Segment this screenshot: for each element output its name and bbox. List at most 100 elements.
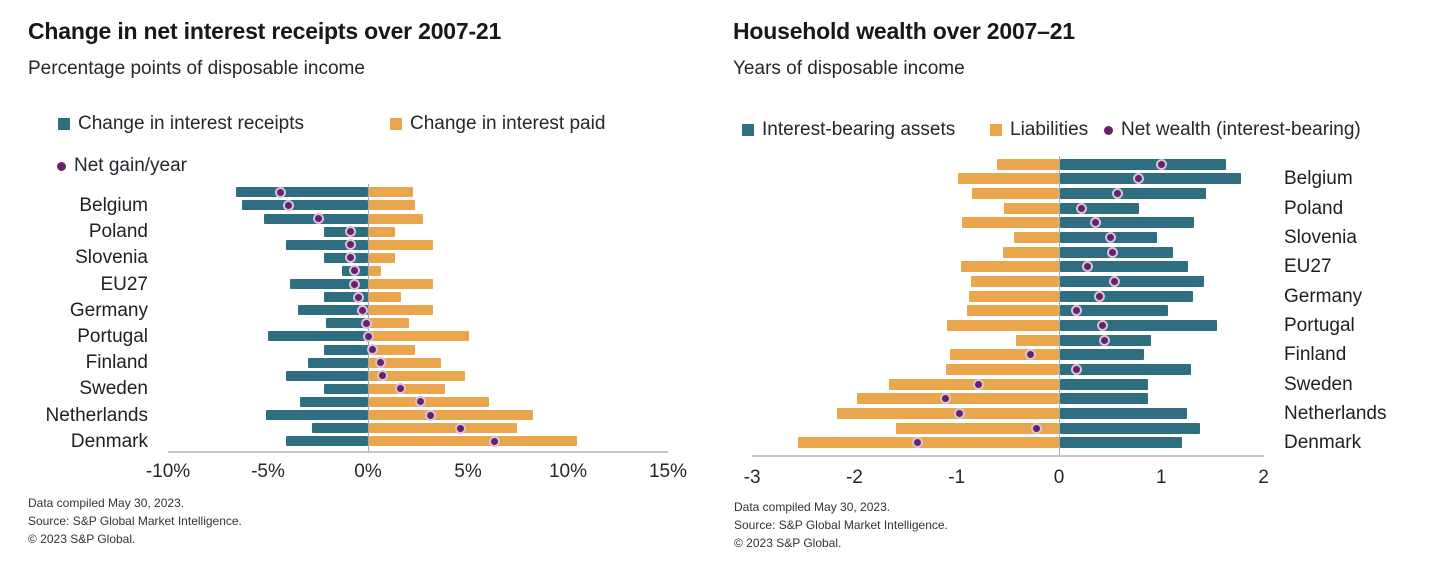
x-tick-label: 1	[1156, 467, 1167, 488]
net-wealth-interest-bearing-dot	[1076, 202, 1087, 214]
interest-bearing-assets-bar	[1060, 349, 1144, 361]
liabilities-bar	[837, 407, 1059, 419]
net-gain-year-dot	[348, 265, 360, 277]
interest-bearing-assets-bar	[1060, 393, 1148, 405]
legend-item-interest-bearing-assets: Interest-bearing assets	[742, 119, 955, 141]
net-wealth-interest-bearing-dot	[1070, 363, 1082, 375]
net-gain-year-dot	[344, 226, 356, 238]
change-in-interest-receipts-bar	[324, 344, 368, 355]
x-tick-label: -3	[743, 467, 761, 488]
footer-line: Source: S&P Global Market Intelligence.	[734, 518, 948, 532]
zero-baseline	[368, 184, 369, 451]
legend-label: Net gain/year	[74, 155, 188, 176]
net-gain-year-dot	[454, 422, 466, 434]
category-label-germany: Germany	[69, 299, 148, 321]
net-wealth-interest-bearing-dot	[1104, 232, 1116, 244]
interest-bearing-assets-bar	[1060, 437, 1182, 449]
change-in-interest-receipts-bar	[236, 187, 368, 198]
change-in-interest-paid-bar	[369, 187, 413, 198]
x-tick-label: 0%	[354, 461, 382, 482]
net-wealth-interest-bearing-dot	[1082, 261, 1094, 273]
legend-item-net-gain-year: Net gain/year	[57, 155, 187, 177]
change-in-interest-receipts-bar	[268, 331, 368, 342]
footer-line: © 2023 S&P Global.	[28, 532, 136, 546]
liabilities-bar	[946, 363, 1059, 375]
liabilities-bar	[798, 437, 1059, 449]
category-label-finland: Finland	[85, 352, 148, 374]
legend-square-icon	[58, 118, 70, 130]
interest-bearing-assets-bar	[1060, 261, 1188, 273]
net-wealth-interest-bearing-dot	[1090, 217, 1102, 229]
net-gain-year-dot	[376, 370, 388, 382]
interest-bearing-assets-bar	[1060, 276, 1205, 287]
footer-line: © 2023 S&P Global.	[734, 536, 842, 550]
legend-label: Interest-bearing assets	[762, 119, 956, 140]
change-in-interest-paid-bar	[369, 213, 423, 224]
legend-item-change-in-interest-paid: Change in interest paid	[390, 113, 605, 135]
net-gain-year-dot	[348, 278, 360, 290]
interest-bearing-assets-bar	[1060, 378, 1148, 390]
legend-label: Change in interest receipts	[78, 113, 305, 134]
net-gain-year-dot	[274, 186, 286, 198]
change-in-interest-paid-bar	[369, 200, 415, 211]
liabilities-bar	[949, 349, 1059, 361]
liabilities-bar	[996, 158, 1059, 170]
net-wealth-interest-bearing-dot	[1106, 246, 1118, 258]
net-gain-year-dot	[488, 435, 500, 447]
liabilities-bar	[1002, 246, 1059, 258]
category-label-netherlands: Netherlands	[45, 404, 148, 426]
net-wealth-interest-bearing-dot	[1108, 276, 1120, 287]
category-label-poland: Poland	[1284, 197, 1344, 219]
change-in-interest-paid-bar	[369, 331, 469, 342]
net-gain-year-dot	[394, 383, 406, 395]
change-in-interest-paid-bar	[369, 318, 409, 329]
liabilities-bar	[1013, 232, 1059, 244]
change-in-interest-receipts-bar	[300, 396, 368, 407]
legend-square-icon	[390, 118, 402, 130]
liabilities-bar	[960, 261, 1059, 273]
liabilities-bar	[957, 173, 1059, 185]
change-in-interest-paid-bar	[369, 423, 517, 434]
x-tick-label: -10%	[145, 461, 191, 482]
change-in-interest-paid-bar	[369, 396, 489, 407]
legend-label: Net wealth (interest-bearing)	[1121, 119, 1361, 140]
category-label-netherlands: Netherlands	[1284, 402, 1387, 424]
footer-line: Data compiled May 30, 2023.	[28, 496, 185, 510]
net-gain-year-dot	[312, 213, 324, 224]
change-in-interest-receipts-bar	[324, 292, 368, 303]
liabilities-bar	[972, 188, 1059, 200]
change-in-interest-receipts-bar	[290, 279, 368, 289]
x-tick-label: -1	[948, 467, 966, 488]
net-wealth-interest-bearing-dot	[1094, 290, 1106, 302]
category-label-eu27: EU27	[100, 273, 148, 295]
net-wealth-interest-bearing-dot	[1097, 319, 1109, 331]
change-in-interest-receipts-bar	[298, 305, 368, 316]
interest-bearing-assets-bar	[1060, 202, 1139, 214]
interest-bearing-assets-bar	[1060, 319, 1217, 331]
category-label-denmark: Denmark	[70, 430, 148, 452]
net-gain-year-dot	[282, 199, 294, 211]
left-chart-subtitle: Percentage points of disposable income	[28, 58, 365, 79]
interest-bearing-assets-bar	[1060, 363, 1191, 375]
legend-square-icon	[990, 124, 1002, 136]
x-axis-line	[752, 455, 1264, 457]
category-label-belgium: Belgium	[79, 194, 148, 216]
category-label-finland: Finland	[1284, 344, 1347, 366]
net-wealth-interest-bearing-dot	[912, 437, 924, 449]
interest-bearing-assets-bar	[1060, 158, 1226, 170]
category-label-sweden: Sweden	[79, 378, 148, 400]
net-gain-year-dot	[362, 330, 374, 342]
x-tick-label: 15%	[648, 461, 688, 482]
legend-item-change-in-interest-receipts: Change in interest receipts	[58, 113, 304, 135]
x-tick-label: -5%	[251, 461, 285, 482]
legend-dot-icon	[1104, 125, 1113, 135]
change-in-interest-paid-bar	[369, 436, 577, 447]
net-wealth-interest-bearing-dot	[972, 378, 984, 390]
right-chart-subtitle: Years of disposable income	[733, 58, 965, 79]
interest-bearing-assets-bar	[1060, 173, 1242, 185]
interest-bearing-assets-bar	[1060, 407, 1187, 419]
change-in-interest-receipts-bar	[286, 370, 368, 381]
change-in-interest-receipts-bar	[308, 357, 368, 368]
left-chart-title: Change in net interest receipts over 200…	[28, 18, 502, 44]
